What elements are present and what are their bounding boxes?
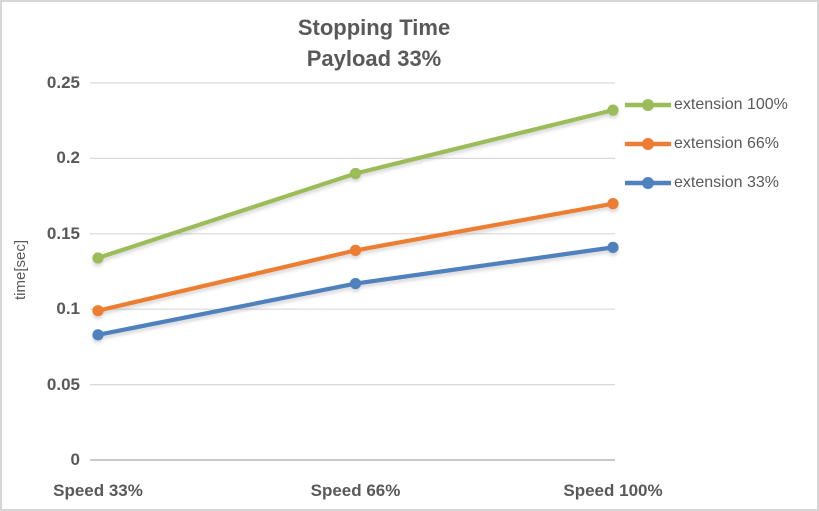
data-point	[92, 252, 104, 264]
series-extension-100-	[92, 104, 619, 264]
x-category-label: Speed 66%	[310, 481, 401, 500]
series-extension-33-	[92, 241, 619, 341]
legend-marker-icon	[625, 176, 671, 189]
x-category-label: Speed 33%	[53, 481, 143, 500]
data-point	[349, 167, 362, 180]
legend-entry: extension 33%	[624, 163, 788, 202]
y-tick-label: 0.1	[56, 299, 80, 319]
data-point	[349, 244, 362, 256]
data-point	[607, 104, 619, 116]
series-extension-66-	[92, 198, 619, 317]
legend-label: extension 66%	[674, 134, 779, 152]
y-tick-label: 0.05	[46, 374, 80, 394]
legend-entry: extension 66%	[624, 124, 788, 163]
data-point	[92, 305, 104, 317]
chart-title-line2: Payload 33%	[306, 46, 442, 71]
data-point	[607, 241, 619, 253]
legend-entry: extension 100%	[624, 85, 788, 124]
data-point	[607, 198, 619, 210]
data-point	[349, 277, 362, 290]
legend-marker-icon	[625, 137, 671, 150]
legend-label: extension 100%	[674, 95, 788, 113]
legend: extension 100% extension 66% extension 33%	[624, 85, 788, 202]
y-tick-label: 0	[70, 450, 80, 469]
legend-marker-icon	[625, 98, 671, 111]
legend-label: extension 33%	[674, 173, 779, 191]
x-category-label: Speed 100%	[563, 481, 663, 500]
series-line	[95, 108, 616, 261]
y-tick-label: 0.15	[46, 223, 80, 243]
y-tick-label: 0.2	[56, 148, 80, 168]
chart-title: Stopping Time Payload 33%	[74, 12, 674, 74]
y-tick-label: 0.25	[46, 73, 80, 92]
chart-title-line1: Stopping Time	[297, 15, 451, 40]
data-point	[92, 329, 104, 341]
